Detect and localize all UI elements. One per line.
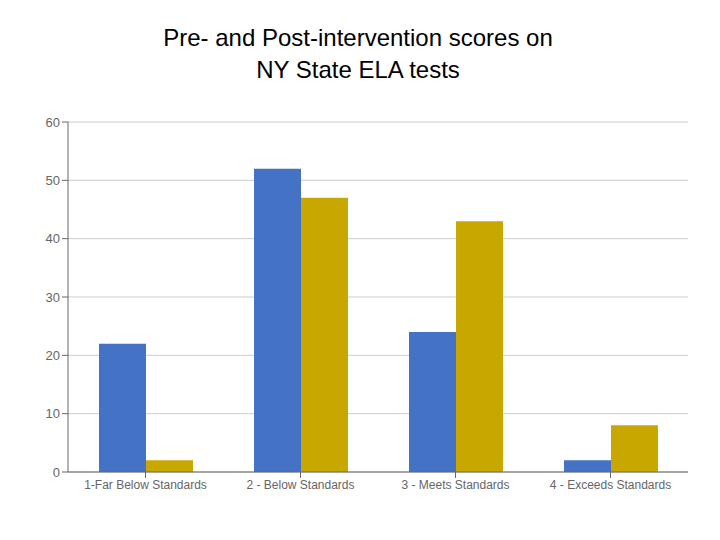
svg-text:20: 20: [46, 348, 60, 363]
svg-text:30: 30: [46, 290, 60, 305]
html-text:Pre- and Post-intervention sco: Pre- and Post-intervention scores on: [163, 24, 553, 51]
svg-text:50: 50: [46, 173, 60, 188]
svg-text:0: 0: [53, 465, 60, 480]
html-text:NY State ELA tests: NY State ELA tests: [256, 56, 460, 83]
svg-text:40: 40: [46, 231, 60, 246]
svg-text:1-Far Below Standards: 1-Far Below Standards: [84, 478, 207, 492]
svg-text:10: 10: [46, 406, 60, 421]
svg-text:4 - Exceeds Standards: 4 - Exceeds Standards: [550, 478, 671, 492]
svg-text:3 - Meets Standards: 3 - Meets Standards: [401, 478, 509, 492]
svg-text:60: 60: [46, 115, 60, 130]
svg-text:2 - Below Standards: 2 - Below Standards: [246, 478, 354, 492]
